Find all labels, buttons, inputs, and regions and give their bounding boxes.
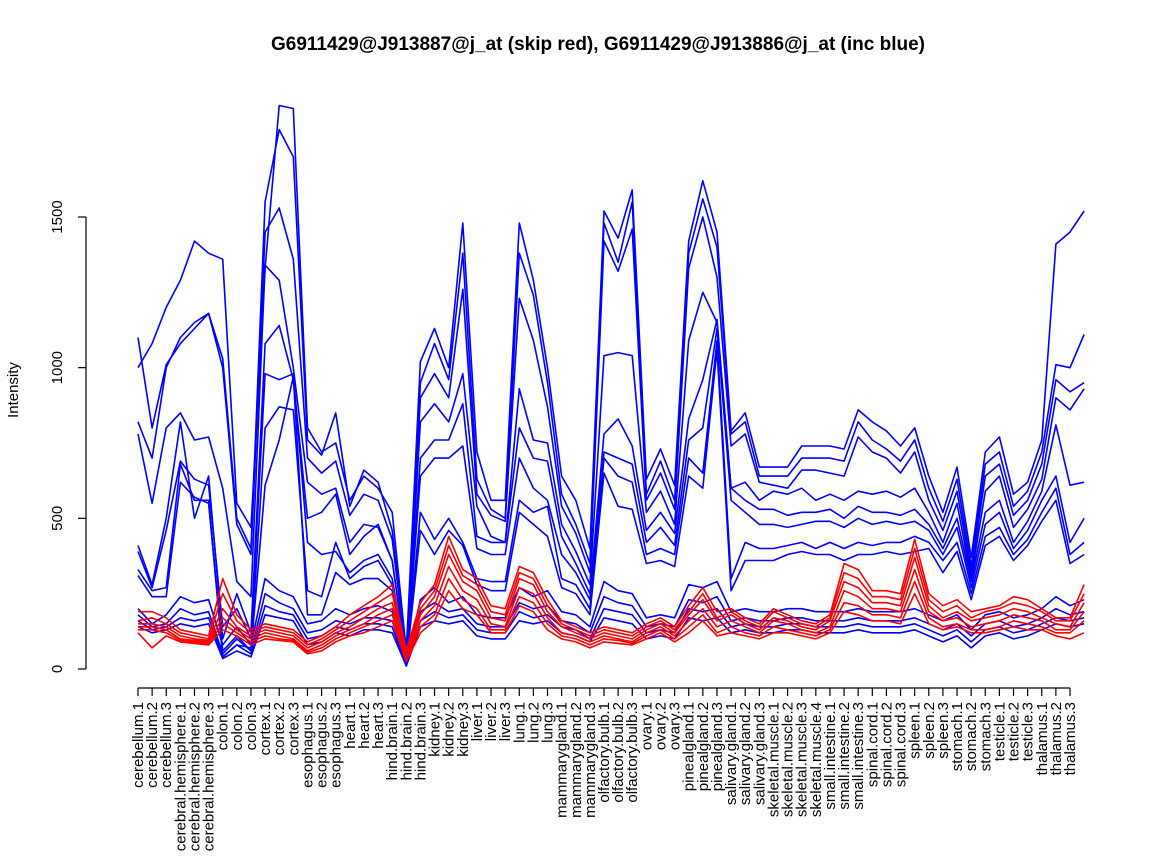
x-tick-label: lung.2 [525,702,542,743]
inc-series-line [137,613,1085,667]
x-tick-label: esophagus.3 [328,702,345,788]
x-tick-label: cerebellum.1 [130,702,147,788]
x-tick-label: liver.3 [497,702,514,741]
x-tick-label: olfactory.bulb.3 [624,702,641,803]
x-tick-label: thalamus.1 [1034,702,1051,775]
x-tick-label: lung.3 [540,702,557,743]
x-tick-label: testicle.2 [1006,702,1023,761]
x-tick-label: cerebral.hemisphere.1 [172,702,189,851]
y-tick-label: 0 [49,665,66,673]
x-tick-label: stomach.1 [949,702,966,771]
inc-series-line [137,207,1085,658]
skip-series-line [138,553,1085,658]
x-tick-label: cerebral.hemisphere.2 [186,702,203,851]
chart-title: G6911429@J913887@j_at (skip red), G69114… [271,34,925,55]
x-tick-label: heart.3 [370,702,387,749]
x-tick-label: hind.brain.1 [384,702,401,780]
x-tick-label: spinal.cord.3 [893,702,910,787]
x-tick-label: kidney.3 [455,702,472,757]
inc-series-line [137,604,1085,667]
x-tick-label: esophagus.2 [314,702,331,788]
skip-series-line [137,544,1085,655]
x-tick-label: colon.3 [243,702,260,750]
x-tick-label: salivary.gland.2 [737,702,754,805]
x-tick-label: thalamus.2 [1048,702,1065,775]
x-tick-label: spinal.cord.2 [878,702,895,787]
x-tick-label: hind.brain.3 [412,702,429,780]
x-tick-label: colon.2 [229,702,246,750]
skip-series-line [138,577,1085,661]
inc-series-line [137,264,1085,661]
x-tick-label: mammarygland.1 [554,702,571,818]
x-tick-label: small.intestine.3 [850,702,867,810]
x-tick-label: esophagus.1 [299,702,316,788]
x-tick-label: small.intestine.2 [836,702,853,810]
inc-series-line [137,339,1085,664]
inc-series-line [137,128,1085,658]
x-tick-label: pinealgland.2 [695,702,712,791]
x-tick-label: spleen.1 [907,702,924,759]
x-tick-label: salivary.gland.1 [723,702,740,805]
x-tick-label: skeletal.muscle.2 [780,702,797,817]
y-axis: 0 500 1000 1500 [49,200,87,673]
x-tick-label: salivary.gland.3 [751,702,768,805]
x-tick-label: liver.2 [483,702,500,741]
inc-series-line [137,104,1085,652]
x-tick-label: cerebellum.2 [144,702,161,788]
x-tick-label: pinealgland.3 [709,702,726,791]
x-tick-label: skeletal.muscle.3 [794,702,811,817]
y-tick-label: 1000 [49,351,66,384]
x-tick-label: ovary.1 [638,702,655,750]
x-tick-label: cerebellum.3 [158,702,175,788]
y-axis-label: Intensity [5,362,22,418]
x-tick-label: spinal.cord.1 [864,702,881,787]
x-tick-label: testicle.1 [991,702,1008,761]
x-tick-label: testicle.3 [1020,702,1037,761]
x-tick-label: cortex.2 [271,702,288,755]
x-tick-label: cerebral.hemisphere.3 [201,702,218,851]
inc-series-line [137,592,1085,666]
y-tick-label: 1500 [49,200,66,233]
series-group [137,104,1085,667]
x-tick-label: thalamus.3 [1062,702,1079,775]
skip-series-line [138,535,1085,652]
x-tick-label: spleen.2 [921,702,938,759]
x-tick-label: small.intestine.1 [822,702,839,810]
x-tick-label: spleen.3 [935,702,952,759]
x-tick-label: heart.1 [342,702,359,749]
x-tick-label: pinealgland.1 [681,702,698,791]
x-tick-label: kidney.2 [441,702,458,757]
x-tick-label: cortex.3 [285,702,302,755]
x-tick-label: olfactory.bulb.1 [596,702,613,803]
x-tick-label: liver.1 [469,702,486,741]
skip-series-line [137,589,1085,663]
x-tick-label: colon.1 [215,702,232,750]
y-tick-label: 500 [49,506,66,531]
x-tick-label: mammarygland.2 [568,702,585,818]
x-axis: cerebellum.1cerebellum.2cerebellum.3cere… [130,687,1079,851]
x-tick-label: stomach.2 [963,702,980,771]
x-tick-label: skeletal.muscle.1 [765,702,782,817]
inc-series-line [137,327,1085,663]
x-tick-label: skeletal.muscle.4 [808,702,825,817]
x-tick-label: lung.1 [511,702,528,743]
x-tick-label: mammarygland.3 [582,702,599,818]
x-tick-label: hind.brain.2 [398,702,415,780]
x-tick-label: cortex.1 [257,702,274,755]
skip-series-line [138,565,1085,660]
inc-series-line [137,348,1085,666]
x-tick-label: ovary.2 [652,702,669,750]
x-tick-label: stomach.3 [977,702,994,771]
x-tick-label: ovary.3 [667,702,684,750]
x-tick-label: olfactory.bulb.2 [610,702,627,803]
x-tick-label: heart.2 [356,702,373,749]
x-tick-label: kidney.1 [427,702,444,757]
